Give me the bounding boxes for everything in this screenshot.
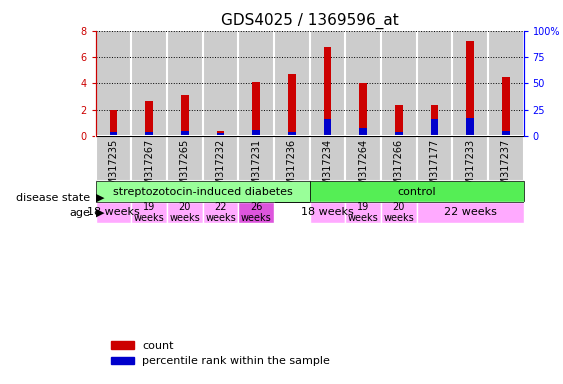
Bar [217, 131, 225, 136]
Text: GSM317177: GSM317177 [430, 138, 440, 198]
Text: GSM317264: GSM317264 [358, 138, 368, 197]
Text: 18 weeks: 18 weeks [87, 207, 140, 217]
Text: 19
weeks: 19 weeks [134, 202, 164, 223]
Bar [359, 83, 367, 136]
Bar [395, 132, 403, 136]
Bar [417, 31, 452, 136]
Text: 22
weeks: 22 weeks [205, 202, 236, 223]
Text: GSM317267: GSM317267 [144, 138, 154, 198]
Bar [145, 101, 153, 136]
Bar [110, 132, 118, 136]
Bar [96, 181, 310, 202]
Bar [252, 129, 260, 136]
Bar [417, 202, 524, 223]
Bar [96, 31, 131, 136]
Bar [96, 202, 131, 223]
Text: GSM317236: GSM317236 [287, 138, 297, 197]
Text: GSM317235: GSM317235 [109, 138, 119, 198]
Bar [488, 31, 524, 136]
Bar [167, 31, 203, 136]
Text: 22 weeks: 22 weeks [444, 207, 497, 217]
Bar [310, 181, 524, 202]
Bar [417, 136, 452, 181]
Text: GSM317265: GSM317265 [180, 138, 190, 198]
Text: GSM317266: GSM317266 [394, 138, 404, 197]
Bar [274, 136, 310, 181]
Bar [252, 82, 260, 136]
Text: 26
weeks: 26 weeks [241, 202, 271, 223]
Bar [381, 202, 417, 223]
Text: ▶: ▶ [96, 208, 104, 218]
Text: disease state: disease state [16, 193, 90, 203]
Bar [167, 202, 203, 223]
Text: 20
weeks: 20 weeks [169, 202, 200, 223]
Bar [310, 202, 345, 223]
Bar [131, 136, 167, 181]
Text: GSM317231: GSM317231 [251, 138, 261, 197]
Text: GSM317234: GSM317234 [323, 138, 333, 197]
Bar [217, 133, 225, 136]
Bar [431, 119, 439, 136]
Text: control: control [397, 187, 436, 197]
Bar [381, 31, 417, 136]
Text: age: age [69, 208, 90, 218]
Bar [238, 31, 274, 136]
Text: streptozotocin-induced diabetes: streptozotocin-induced diabetes [113, 187, 293, 197]
Bar [181, 131, 189, 136]
Text: ▶: ▶ [96, 193, 104, 203]
Text: 19
weeks: 19 weeks [348, 202, 378, 223]
Bar [502, 131, 510, 136]
Bar [324, 47, 332, 136]
Text: GSM317237: GSM317237 [501, 138, 511, 198]
Bar [288, 131, 296, 136]
Bar [395, 104, 403, 136]
Bar [310, 136, 345, 181]
Bar [203, 136, 238, 181]
Bar [452, 136, 488, 181]
Text: GSM317232: GSM317232 [216, 138, 226, 198]
Bar [110, 111, 118, 136]
Bar [502, 77, 510, 136]
Bar [466, 118, 474, 136]
Bar [131, 31, 167, 136]
Text: 18 weeks: 18 weeks [301, 207, 354, 217]
Bar [274, 31, 310, 136]
Text: 20
weeks: 20 weeks [383, 202, 414, 223]
Bar [324, 119, 332, 136]
Bar [131, 202, 167, 223]
Bar [96, 136, 131, 181]
Bar [359, 128, 367, 136]
Legend: count, percentile rank within the sample: count, percentile rank within the sample [107, 336, 335, 371]
Bar [381, 136, 417, 181]
Bar [431, 104, 439, 136]
Bar [345, 31, 381, 136]
Bar [145, 131, 153, 136]
Text: GSM317233: GSM317233 [465, 138, 475, 197]
Bar [203, 31, 238, 136]
Title: GDS4025 / 1369596_at: GDS4025 / 1369596_at [221, 13, 399, 29]
Bar [452, 31, 488, 136]
Bar [345, 202, 381, 223]
Bar [203, 202, 238, 223]
Bar [167, 136, 203, 181]
Bar [466, 41, 474, 136]
Bar [238, 202, 274, 223]
Bar [310, 31, 345, 136]
Bar [181, 95, 189, 136]
Bar [345, 136, 381, 181]
Bar [288, 74, 296, 136]
Bar [238, 136, 274, 181]
Bar [488, 136, 524, 181]
